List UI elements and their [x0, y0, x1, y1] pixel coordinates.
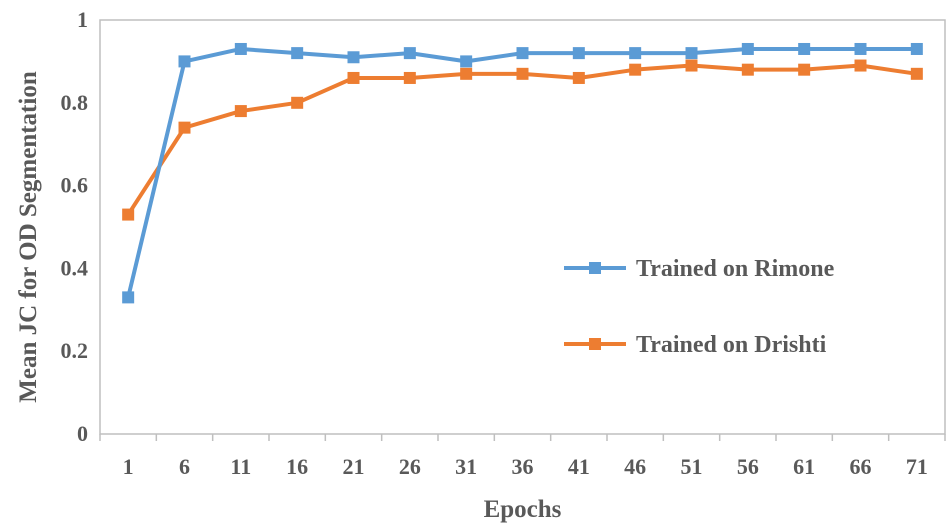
x-tick-label: 31: [455, 454, 477, 479]
axes: 00.20.40.60.811 6 11 16 21 26 31 36 41 46 51 56 61 66…: [61, 7, 946, 479]
x-tick-label: 36: [512, 454, 534, 479]
y-axis-title: Mean JC for OD Segmentation: [15, 71, 42, 403]
x-tick-label: 21: [343, 454, 365, 479]
data-point: [685, 47, 698, 60]
data-point: [178, 121, 191, 134]
legend-marker: [589, 338, 601, 350]
x-tick-label: 71: [906, 454, 928, 479]
data-point: [629, 47, 642, 60]
legend-entry: Trained on Drishti: [564, 332, 827, 358]
data-point: [178, 55, 191, 68]
data-point: [122, 208, 135, 221]
legend-label: Trained on Drishti: [636, 332, 827, 358]
data-point: [572, 47, 585, 60]
data-point: [403, 71, 416, 84]
data-point: [685, 59, 698, 72]
data-point: [347, 51, 360, 64]
x-tick-label: 66: [850, 454, 872, 479]
x-tick-label: 56: [737, 454, 759, 479]
y-tick-label: 0: [77, 421, 88, 446]
y-tick-label: 1: [77, 7, 88, 32]
plot-area-border: [99, 19, 946, 435]
data-point: [234, 105, 247, 118]
data-point: [516, 67, 529, 80]
data-point: [403, 47, 416, 60]
series-path: [126, 63, 918, 216]
data-point: [234, 42, 247, 55]
data-point: [516, 47, 529, 60]
data-point: [910, 42, 923, 55]
legend: Trained on Rimone Trained on Drishti: [564, 256, 835, 358]
x-tick-label: 16: [286, 454, 308, 479]
data-point: [910, 67, 923, 80]
series-layer: [122, 42, 923, 304]
series-line: [122, 59, 923, 221]
legend-entry: Trained on Rimone: [564, 256, 835, 282]
y-tick-label: 0.8: [61, 90, 89, 115]
series-line: [122, 42, 923, 304]
x-axis-title: Epochs: [484, 496, 562, 523]
y-tick-label: 0.6: [61, 173, 89, 198]
data-point: [122, 291, 135, 304]
data-point: [572, 71, 585, 84]
data-point: [798, 42, 811, 55]
data-point: [291, 47, 304, 60]
data-point: [854, 59, 867, 72]
x-tick-label: 61: [793, 454, 815, 479]
y-tick-label: 0.4: [61, 255, 89, 280]
x-tick-label: 51: [681, 454, 703, 479]
x-tick-label: 46: [624, 454, 646, 479]
x-tick-label: 41: [568, 454, 590, 479]
data-point: [460, 55, 473, 68]
data-point: [741, 42, 754, 55]
data-point: [460, 67, 473, 80]
data-point: [741, 63, 754, 76]
y-tick-label: 0.2: [61, 338, 89, 363]
legend-marker: [589, 262, 601, 274]
data-point: [291, 96, 304, 109]
data-point: [854, 42, 867, 55]
data-point: [629, 63, 642, 76]
x-tick-label: 6: [179, 454, 190, 479]
x-tick-label: 26: [399, 454, 421, 479]
legend-label: Trained on Rimone: [636, 256, 835, 282]
data-point: [347, 71, 360, 84]
data-point: [798, 63, 811, 76]
x-tick-label: 1: [123, 454, 134, 479]
x-tick-label: 11: [230, 454, 251, 479]
